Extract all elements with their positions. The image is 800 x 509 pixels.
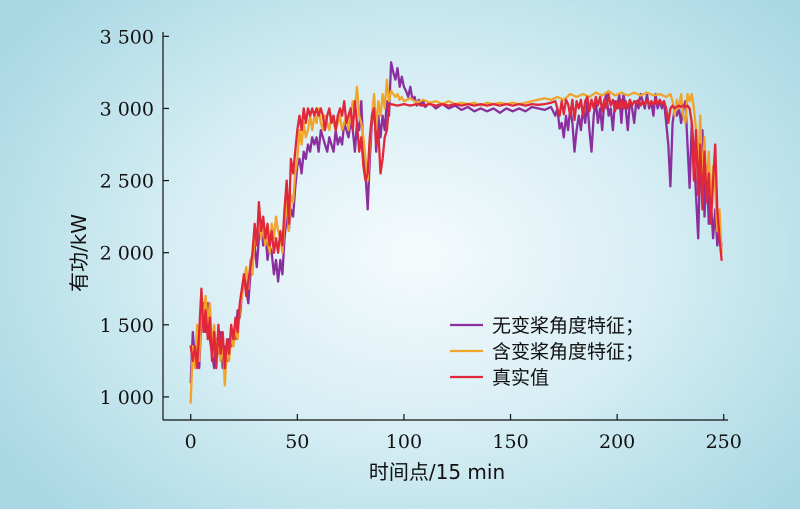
x-tick-label: 100	[386, 431, 422, 453]
y-tick-label: 3 500	[100, 26, 154, 48]
legend-label-2: 含变桨角度特征；	[492, 341, 644, 363]
x-axis-title: 时间点/15 min	[369, 460, 505, 484]
legend: 无变桨角度特征； 含变桨角度特征； 真实值	[450, 315, 644, 389]
x-tick-label: 0	[185, 431, 197, 453]
axes: 1 000 1 500 2 000 2 500 3 000 3 500 0 50 100 150 2…	[100, 26, 742, 453]
x-tick-label: 150	[492, 431, 528, 453]
y-tick-label: 2 000	[100, 243, 154, 265]
y-tick-label: 1 500	[100, 315, 154, 337]
y-tick-label: 3 000	[100, 98, 154, 120]
legend-label-1: 无变桨角度特征；	[492, 315, 644, 337]
y-tick-label: 2 500	[100, 171, 154, 193]
y-tick-label: 1 000	[100, 387, 154, 409]
legend-label-3: 真实值	[492, 367, 549, 389]
y-axis-title: 有功/kW	[67, 214, 91, 292]
series-line-3	[189, 92, 723, 370]
x-tick-label: 200	[599, 431, 635, 453]
x-tick-label: 50	[285, 431, 309, 453]
series-lines	[189, 61, 723, 404]
x-tick-label: 250	[706, 431, 742, 453]
